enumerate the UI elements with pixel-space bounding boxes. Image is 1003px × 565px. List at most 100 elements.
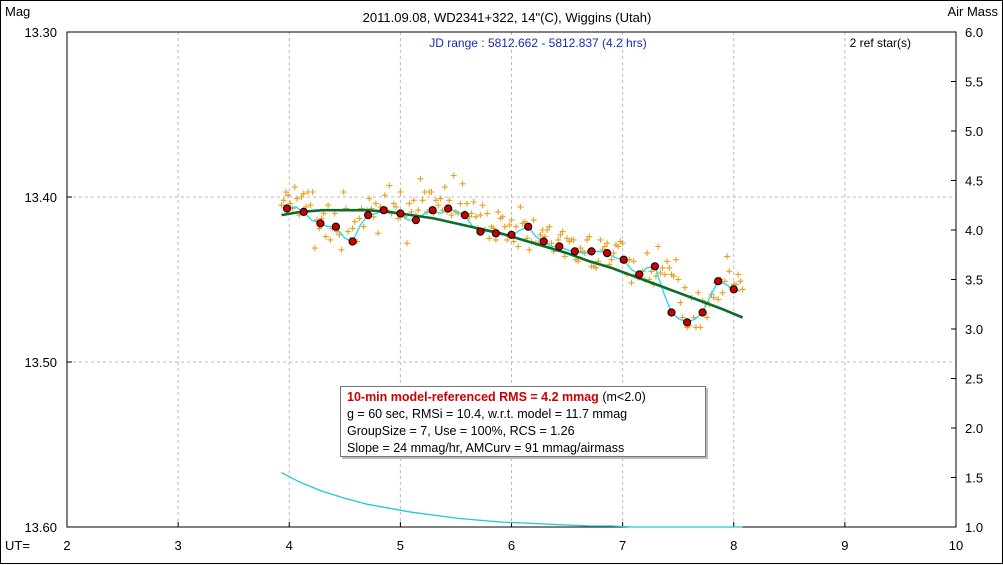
raw-point — [468, 210, 475, 217]
y-right-tick-label: 2.0 — [965, 421, 983, 436]
y-left-tick-label: 13.60 — [24, 520, 57, 535]
y-right-tick-label: 6.0 — [965, 25, 983, 40]
raw-point — [415, 207, 422, 214]
x-tick-label: 4 — [286, 538, 293, 553]
binned-point — [491, 229, 500, 238]
y-right-tick-label: 5.0 — [965, 124, 983, 139]
raw-point — [397, 189, 404, 195]
raw-point — [435, 202, 442, 209]
raw-point — [470, 199, 477, 205]
raw-point — [450, 172, 457, 179]
raw-point — [360, 223, 367, 230]
x-tick-label: 6 — [508, 538, 515, 553]
binned-point — [539, 237, 548, 246]
raw-point — [327, 236, 334, 243]
y-right-tick-label: 4.0 — [965, 223, 983, 238]
raw-point — [349, 225, 356, 232]
binned-point — [635, 270, 644, 279]
raw-point — [657, 269, 664, 276]
raw-point — [597, 236, 604, 243]
raw-point — [697, 324, 704, 331]
x-tick-label: 5 — [397, 538, 404, 553]
binned-point — [282, 204, 292, 213]
raw-point — [372, 200, 379, 207]
raw-point — [681, 284, 688, 291]
binned-point — [570, 247, 579, 256]
raw-point — [628, 279, 635, 286]
y-left-tick-label: 13.50 — [24, 355, 57, 370]
raw-point — [291, 184, 298, 191]
x-axis-label: UT= — [5, 538, 30, 553]
raw-point — [336, 231, 343, 238]
raw-point — [546, 223, 553, 230]
rms-headline-row: 10-min model-referenced RMS = 4.2 mmag (… — [347, 389, 699, 406]
raw-point — [661, 271, 668, 278]
raw-point — [555, 236, 562, 243]
raw-point — [726, 268, 733, 275]
raw-point — [515, 243, 522, 250]
raw-point — [280, 197, 287, 204]
raw-point — [309, 189, 316, 195]
raw-point — [584, 236, 591, 243]
raw-point — [419, 197, 426, 204]
raw-point — [559, 228, 566, 235]
rms-headline: 10-min model-referenced RMS = 4.2 mmag — [347, 390, 599, 404]
raw-point — [677, 299, 684, 306]
raw-point — [499, 213, 506, 220]
raw-point — [630, 258, 637, 265]
raw-point — [472, 213, 479, 220]
raw-point — [340, 189, 347, 195]
raw-point — [570, 236, 577, 243]
raw-point — [351, 218, 358, 225]
binned-point — [444, 204, 453, 213]
raw-point — [675, 276, 682, 283]
raw-point — [710, 294, 717, 301]
raw-point — [464, 200, 470, 207]
raw-point — [338, 246, 345, 253]
grid-layer — [67, 32, 956, 527]
binned-point — [460, 211, 469, 220]
raw-point — [441, 184, 448, 191]
airmass-line — [281, 472, 743, 528]
raw-point — [619, 240, 626, 247]
raw-point — [526, 246, 533, 253]
spline-line — [286, 206, 741, 324]
y-right-tick-label: 1.5 — [965, 471, 983, 486]
raw-point — [406, 200, 413, 207]
raw-point — [486, 235, 493, 242]
raw-point — [404, 240, 410, 247]
raw-point — [557, 231, 564, 238]
raw-point — [366, 195, 373, 202]
raw-point — [715, 296, 722, 303]
binned-point — [428, 206, 437, 215]
raw-point — [739, 286, 746, 293]
raw-point — [608, 256, 615, 263]
raw-point — [604, 240, 611, 247]
raw-point — [659, 264, 666, 271]
raw-point — [300, 190, 307, 197]
raw-point — [666, 264, 673, 271]
raw-point — [322, 233, 329, 240]
binned-point — [729, 285, 738, 294]
raw-point — [457, 200, 464, 207]
raw-point — [530, 217, 537, 224]
raw-point — [577, 245, 584, 252]
raw-point — [294, 195, 300, 202]
raw-point — [307, 202, 314, 209]
raw-point — [386, 182, 393, 189]
raw-point — [564, 235, 571, 242]
binned-point — [524, 222, 533, 231]
stats-line: GroupSize = 7, Use = 100%, RCS = 1.26 — [347, 424, 575, 438]
binned-point — [316, 219, 325, 228]
raw-point — [495, 208, 502, 215]
raw-point — [537, 231, 544, 238]
raw-point — [477, 212, 484, 219]
binned-point — [650, 262, 660, 271]
x-tick-label: 7 — [619, 538, 626, 553]
raw-point — [735, 271, 742, 278]
stats-line: g = 60 sec, RMSi = 10.4, w.r.t. model = … — [347, 407, 628, 421]
raw-point — [298, 194, 305, 200]
binned-point — [331, 222, 340, 231]
binned-point — [603, 249, 612, 258]
